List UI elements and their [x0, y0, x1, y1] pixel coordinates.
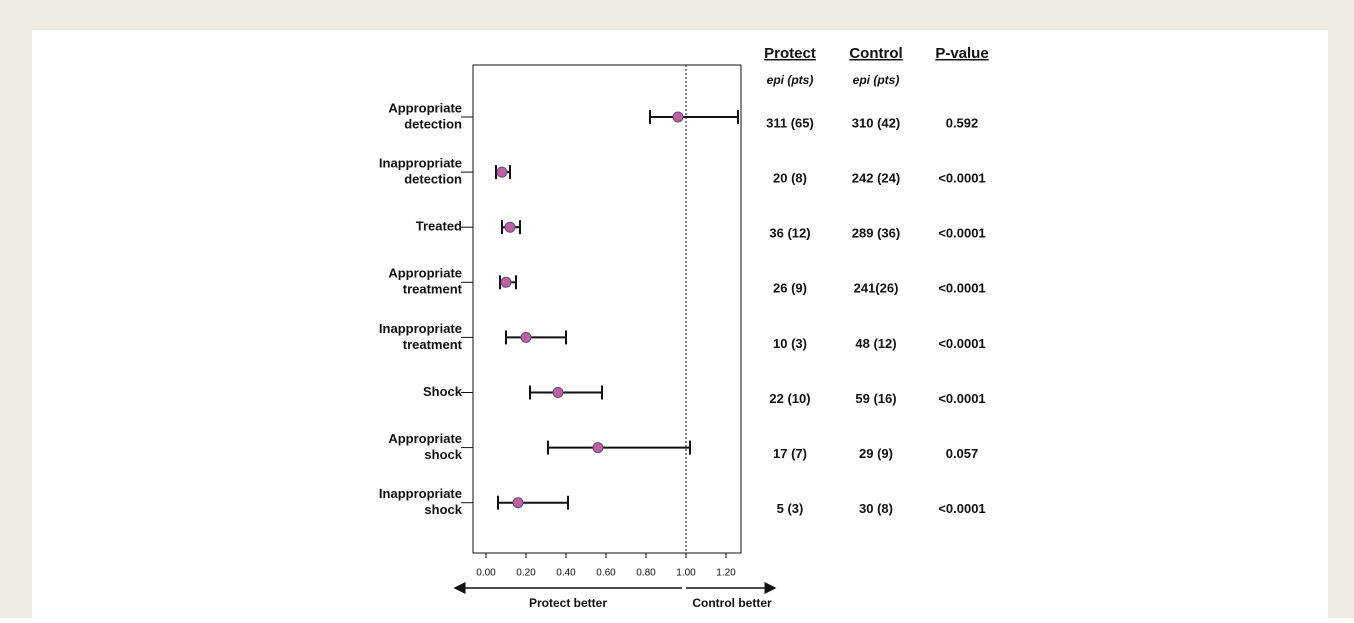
- table-cell: 36 (12): [769, 226, 810, 241]
- y-tick-label: Inappropriate: [379, 321, 462, 336]
- table-cell: 10 (3): [773, 336, 807, 351]
- table-cell: <0.0001: [938, 226, 985, 241]
- table-cell: 17 (7): [773, 446, 807, 461]
- y-tick-label: shock: [424, 447, 462, 462]
- x-tick-label: 1.00: [676, 568, 696, 579]
- table-cell: 0.057: [946, 446, 979, 461]
- column-header: P-value: [935, 45, 988, 62]
- x-tick-label: 0.00: [476, 568, 496, 579]
- table-cell: 20 (8): [773, 171, 807, 186]
- table-cell: 289 (36): [852, 226, 900, 241]
- table-cell: 26 (9): [773, 281, 807, 296]
- x-tick-label: 0.40: [556, 568, 576, 579]
- x-tick-label: 0.20: [516, 568, 536, 579]
- y-tick-label: shock: [424, 502, 462, 517]
- annotation: Protect better: [529, 596, 607, 610]
- table-cell: 242 (24): [852, 171, 900, 186]
- table-cell: <0.0001: [938, 501, 985, 516]
- point: [672, 111, 684, 123]
- table-cell: 310 (42): [852, 115, 900, 130]
- y-tick-label: Inappropriate: [379, 156, 462, 171]
- y-tick-label: Inappropriate: [379, 486, 462, 501]
- x-tick-label: 0.60: [596, 568, 616, 579]
- table-cell: <0.0001: [938, 336, 985, 351]
- table-cell: 0.592: [946, 115, 979, 130]
- table-cell: 241(26): [854, 281, 899, 296]
- table-cell: 48 (12): [855, 336, 896, 351]
- y-tick-label: Shock: [423, 384, 463, 399]
- table-cell: 59 (16): [855, 391, 896, 406]
- table-cell: <0.0001: [938, 391, 985, 406]
- annotation: Control better: [692, 596, 772, 610]
- column-subheader: epi (pts): [767, 73, 814, 87]
- table-cell: 29 (9): [859, 446, 893, 461]
- x-tick-label: 0.80: [636, 568, 656, 579]
- point: [512, 497, 524, 509]
- y-tick-label: Treated: [416, 219, 462, 234]
- point: [520, 331, 532, 343]
- point: [504, 221, 516, 233]
- point: [552, 387, 564, 398]
- table-cell: <0.0001: [938, 281, 985, 296]
- y-tick-label: treatment: [403, 337, 463, 352]
- y-tick-label: Appropriate: [388, 100, 462, 115]
- y-tick-label: treatment: [403, 282, 463, 297]
- column-subheader: epi (pts): [853, 73, 900, 87]
- table-cell: 311 (65): [766, 115, 814, 130]
- panel: [32, 30, 1328, 618]
- column-header: Control: [849, 45, 902, 62]
- y-tick-label: detection: [404, 116, 462, 131]
- column-header: Protect: [764, 45, 816, 62]
- table-cell: 5 (3): [777, 501, 804, 516]
- table-cell: <0.0001: [938, 171, 985, 186]
- point: [496, 166, 508, 178]
- y-tick-label: detection: [404, 172, 462, 187]
- y-tick-label: Appropriate: [388, 266, 462, 281]
- table-cell: 22 (10): [769, 391, 810, 406]
- point: [592, 442, 604, 454]
- y-tick-label: Appropriate: [388, 431, 462, 446]
- point: [500, 276, 512, 288]
- x-tick-label: 1.20: [716, 568, 736, 579]
- table-cell: 30 (8): [859, 501, 893, 516]
- plot-frame: [472, 64, 742, 554]
